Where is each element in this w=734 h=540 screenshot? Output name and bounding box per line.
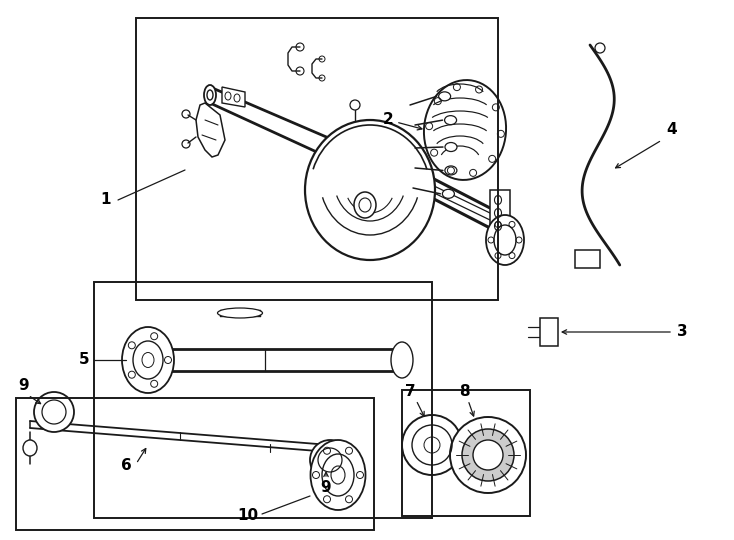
- Circle shape: [450, 417, 526, 493]
- Text: 1: 1: [101, 192, 112, 207]
- Polygon shape: [490, 190, 510, 240]
- Text: 6: 6: [120, 458, 131, 474]
- Ellipse shape: [424, 80, 506, 180]
- Polygon shape: [222, 87, 245, 107]
- Ellipse shape: [391, 342, 413, 378]
- Polygon shape: [196, 103, 225, 157]
- Polygon shape: [540, 318, 558, 346]
- Text: 7: 7: [404, 384, 415, 400]
- Text: 8: 8: [459, 384, 469, 400]
- Text: 5: 5: [79, 353, 90, 368]
- Ellipse shape: [310, 440, 366, 510]
- Ellipse shape: [445, 143, 457, 152]
- Ellipse shape: [354, 192, 376, 218]
- Text: 2: 2: [382, 112, 393, 127]
- Circle shape: [473, 440, 503, 470]
- Circle shape: [350, 100, 360, 110]
- Text: 10: 10: [237, 509, 258, 523]
- Ellipse shape: [217, 308, 263, 318]
- Circle shape: [34, 392, 74, 432]
- Text: 9: 9: [18, 379, 29, 394]
- Ellipse shape: [305, 120, 435, 260]
- Ellipse shape: [445, 166, 457, 175]
- Ellipse shape: [204, 85, 216, 105]
- Ellipse shape: [122, 327, 174, 393]
- Text: 9: 9: [321, 481, 331, 496]
- Ellipse shape: [486, 215, 524, 265]
- Ellipse shape: [439, 92, 451, 101]
- Ellipse shape: [443, 190, 454, 198]
- Circle shape: [310, 440, 350, 480]
- Circle shape: [402, 415, 462, 475]
- Circle shape: [462, 429, 514, 481]
- Ellipse shape: [445, 116, 457, 125]
- Ellipse shape: [23, 440, 37, 456]
- Polygon shape: [575, 250, 600, 268]
- Text: 3: 3: [677, 325, 687, 340]
- Text: 4: 4: [666, 123, 677, 138]
